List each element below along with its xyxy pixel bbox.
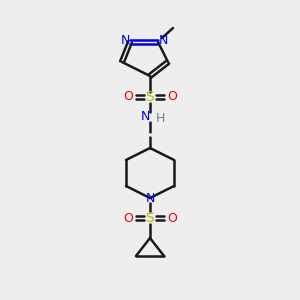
Text: N: N	[140, 110, 150, 124]
Text: S: S	[146, 211, 154, 225]
Text: N: N	[158, 34, 168, 47]
Text: S: S	[146, 90, 154, 104]
Text: N: N	[145, 191, 155, 205]
Text: O: O	[167, 91, 177, 103]
Text: N: N	[120, 34, 130, 47]
Text: H: H	[155, 112, 165, 124]
Text: O: O	[123, 91, 133, 103]
Text: O: O	[167, 212, 177, 224]
Text: O: O	[123, 212, 133, 224]
